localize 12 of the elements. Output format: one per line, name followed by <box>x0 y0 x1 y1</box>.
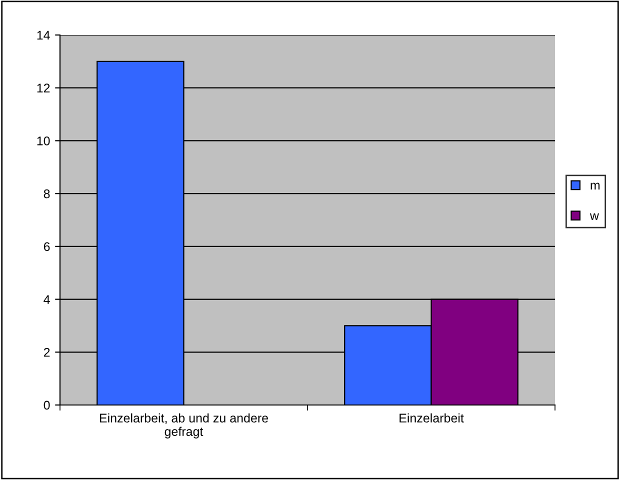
y-tick-label: 6 <box>44 242 50 252</box>
x-tick-label: Einzelarbeit, ab und zu andere gefragt <box>100 413 268 438</box>
y-tick-label: 12 <box>37 84 50 92</box>
legend-label: w <box>590 213 600 220</box>
x-tick-label: Einzelarbeit <box>400 413 464 423</box>
y-tick-label: 2 <box>44 348 50 357</box>
y-tick-label: 4 <box>44 295 50 304</box>
y-tick-label: 8 <box>44 189 50 198</box>
y-tick-label: 10 <box>37 136 50 146</box>
legend-label: m <box>590 182 600 190</box>
y-tick-label: 14 <box>37 30 50 40</box>
y-tick-label: 0 <box>44 400 50 410</box>
